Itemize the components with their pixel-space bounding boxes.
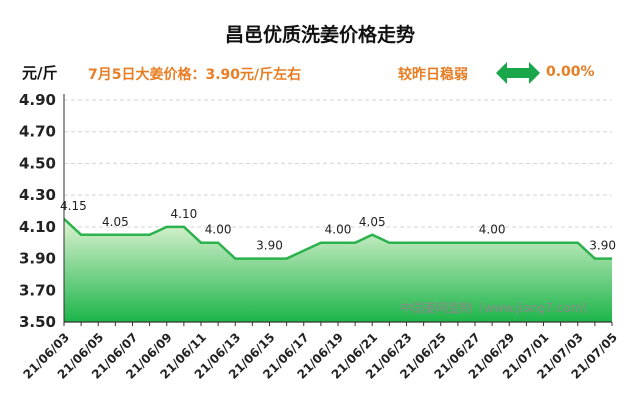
change-label: 较昨日稳弱 [398, 67, 468, 83]
data-label: 4.00 [325, 223, 352, 237]
price-line [63, 218, 612, 260]
y-tick-label: 4.70 [19, 123, 56, 141]
watermark: 中国姜网监制（www.jiang7.com） [400, 300, 594, 315]
y-tick-label: 4.90 [19, 91, 56, 109]
data-label: 4.05 [102, 215, 129, 229]
chart-title: 昌邑优质洗姜价格走势 [224, 24, 415, 46]
y-tick-label: 4.30 [19, 186, 56, 204]
price-note: 7月5日大姜价格：3.90元/斤左右 [88, 67, 302, 83]
unit-label: 元/斤 [22, 64, 58, 82]
data-label: 3.90 [589, 239, 616, 253]
change-value: 0.00% [546, 64, 595, 80]
double-arrow-icon [496, 62, 540, 84]
y-tick-label: 3.50 [19, 313, 56, 331]
data-label: 4.10 [171, 207, 198, 221]
data-label: 3.90 [256, 239, 283, 253]
y-tick-label: 4.50 [19, 154, 56, 172]
data-label: 4.00 [479, 223, 506, 237]
data-label: 4.00 [205, 223, 232, 237]
price-area [64, 218, 612, 322]
data-label: 4.05 [359, 215, 386, 229]
y-tick-label: 4.10 [19, 218, 56, 236]
y-tick-label: 3.90 [19, 250, 56, 268]
y-tick-label: 3.70 [19, 281, 56, 299]
data-label: 4.15 [60, 199, 87, 213]
